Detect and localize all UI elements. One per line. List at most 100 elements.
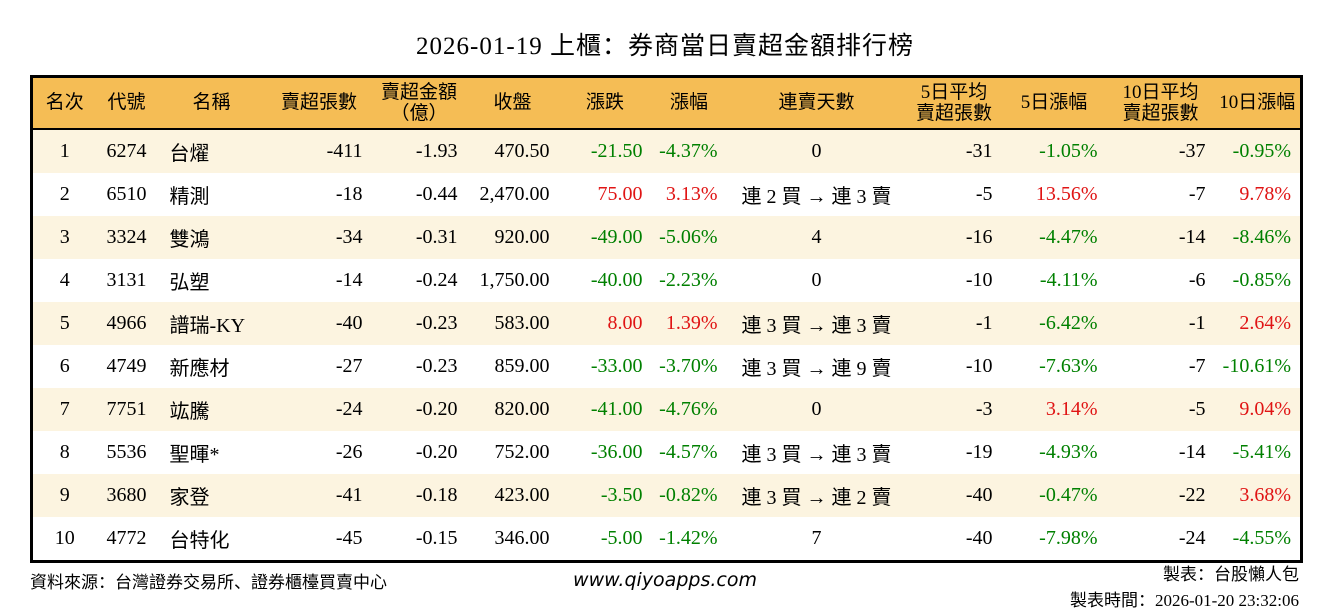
footer-maker: 製表：台股懶人包 bbox=[1163, 565, 1299, 584]
cell-net-sell-amount: -0.20 bbox=[371, 431, 467, 474]
header-net-sell-volume: 賣超張數 bbox=[266, 76, 372, 130]
cell-rank: 1 bbox=[31, 129, 97, 173]
cell-name: 新應材 bbox=[156, 345, 267, 388]
cell-10d-change-percent: -4.55% bbox=[1214, 517, 1302, 562]
cell-10d-change-percent: -0.95% bbox=[1214, 129, 1302, 173]
cell-net-sell-amount: -0.18 bbox=[371, 474, 467, 517]
cell-code: 7751 bbox=[96, 388, 157, 431]
cell-net-sell-volume: -411 bbox=[266, 129, 372, 173]
cell-close: 1,750.00 bbox=[466, 259, 559, 302]
cell-name: 家登 bbox=[156, 474, 267, 517]
cell-change: -49.00 bbox=[558, 216, 652, 259]
cell-code: 3680 bbox=[96, 474, 157, 517]
header-10d-avg-volume: 10日平均 賣超張數 bbox=[1106, 76, 1215, 130]
cell-net-sell-volume: -45 bbox=[266, 517, 372, 562]
cell-5d-avg-volume: -31 bbox=[906, 129, 1002, 173]
cell-code: 6274 bbox=[96, 129, 157, 173]
cell-change: -40.00 bbox=[558, 259, 652, 302]
header-5d-change-percent: 5日漲幅 bbox=[1001, 76, 1107, 130]
cell-5d-change-percent: -4.47% bbox=[1001, 216, 1107, 259]
cell-rank: 3 bbox=[31, 216, 97, 259]
cell-close: 859.00 bbox=[466, 345, 559, 388]
header-10d-change-percent: 10日漲幅 bbox=[1214, 76, 1302, 130]
cell-change-percent: -0.82% bbox=[651, 474, 727, 517]
table-row: 6 4749 新應材 -27 -0.23 859.00 -33.00 -3.70% 連 3 買 … bbox=[31, 345, 1302, 388]
cell-name: 竑騰 bbox=[156, 388, 267, 431]
cell-5d-avg-volume: -16 bbox=[906, 216, 1002, 259]
cell-code: 5536 bbox=[96, 431, 157, 474]
footer-website: www.qiyoapps.com bbox=[573, 569, 757, 591]
cell-5d-change-percent: -6.42% bbox=[1001, 302, 1107, 345]
cell-net-sell-amount: -0.23 bbox=[371, 345, 467, 388]
cell-change: -3.50 bbox=[558, 474, 652, 517]
cell-5d-avg-volume: -40 bbox=[906, 474, 1002, 517]
cell-net-sell-amount: -0.23 bbox=[371, 302, 467, 345]
cell-name: 雙鴻 bbox=[156, 216, 267, 259]
cell-net-sell-amount: -0.31 bbox=[371, 216, 467, 259]
cell-5d-avg-volume: -10 bbox=[906, 345, 1002, 388]
cell-5d-avg-volume: -10 bbox=[906, 259, 1002, 302]
cell-change-percent: -5.06% bbox=[651, 216, 727, 259]
cell-rank: 4 bbox=[31, 259, 97, 302]
cell-5d-change-percent: -0.47% bbox=[1001, 474, 1107, 517]
cell-5d-avg-volume: -1 bbox=[906, 302, 1002, 345]
cell-consecutive-days: 連 2 買 → 連 3 賣 bbox=[726, 173, 907, 216]
cell-10d-avg-volume: -7 bbox=[1106, 173, 1215, 216]
cell-net-sell-amount: -0.20 bbox=[371, 388, 467, 431]
cell-10d-change-percent: -10.61% bbox=[1214, 345, 1302, 388]
cell-10d-avg-volume: -24 bbox=[1106, 517, 1215, 562]
cell-10d-change-percent: 2.64% bbox=[1214, 302, 1302, 345]
cell-5d-avg-volume: -40 bbox=[906, 517, 1002, 562]
cell-net-sell-amount: -1.93 bbox=[371, 129, 467, 173]
table-row: 4 3131 弘塑 -14 -0.24 1,750.00 -40.00 -2.23% 0 -10-… bbox=[31, 259, 1302, 302]
cell-name: 聖暉* bbox=[156, 431, 267, 474]
cell-10d-change-percent: -8.46% bbox=[1214, 216, 1302, 259]
header-change-percent: 漲幅 bbox=[651, 76, 727, 130]
cell-10d-avg-volume: -14 bbox=[1106, 431, 1215, 474]
cell-10d-change-percent: -0.85% bbox=[1214, 259, 1302, 302]
table-row: 10 4772 台特化 -45 -0.15 346.00 -5.00 -1.42% 7 -40 -7… bbox=[31, 517, 1302, 562]
cell-rank: 7 bbox=[31, 388, 97, 431]
cell-10d-avg-volume: -14 bbox=[1106, 216, 1215, 259]
cell-name: 精測 bbox=[156, 173, 267, 216]
page-title: 2026-01-19 上櫃：券商當日賣超金額排行榜 bbox=[416, 33, 914, 60]
cell-name: 台特化 bbox=[156, 517, 267, 562]
table-body: 1 6274 台燿 -411 -1.93 470.50 -21.50 -4.37% 0 -31 -1… bbox=[31, 129, 1302, 562]
cell-close: 346.00 bbox=[466, 517, 559, 562]
cell-10d-avg-volume: -7 bbox=[1106, 345, 1215, 388]
cell-net-sell-volume: -26 bbox=[266, 431, 372, 474]
cell-consecutive-days: 7 bbox=[726, 517, 907, 562]
cell-name: 台燿 bbox=[156, 129, 267, 173]
cell-change-percent: -1.42% bbox=[651, 517, 727, 562]
cell-net-sell-amount: -0.15 bbox=[371, 517, 467, 562]
cell-rank: 9 bbox=[31, 474, 97, 517]
cell-5d-change-percent: -4.93% bbox=[1001, 431, 1107, 474]
header-code: 代號 bbox=[96, 76, 157, 130]
cell-change: 8.00 bbox=[558, 302, 652, 345]
cell-5d-change-percent: 3.14% bbox=[1001, 388, 1107, 431]
cell-change: -5.00 bbox=[558, 517, 652, 562]
cell-change: -36.00 bbox=[558, 431, 652, 474]
cell-consecutive-days: 連 3 買 → 連 3 賣 bbox=[726, 431, 907, 474]
cell-5d-change-percent: -4.11% bbox=[1001, 259, 1107, 302]
cell-5d-avg-volume: -3 bbox=[906, 388, 1002, 431]
header-consecutive-sell-days: 連賣天數 bbox=[726, 76, 907, 130]
cell-consecutive-days: 連 3 買 → 連 3 賣 bbox=[726, 302, 907, 345]
cell-change-percent: -3.70% bbox=[651, 345, 727, 388]
table-row: 3 3324 雙鴻 -34 -0.31 920.00 -49.00 -5.06% 4 -16 -4.… bbox=[31, 216, 1302, 259]
cell-close: 423.00 bbox=[466, 474, 559, 517]
cell-name: 譜瑞-KY bbox=[156, 302, 267, 345]
cell-consecutive-days: 0 bbox=[726, 259, 907, 302]
cell-10d-avg-volume: -6 bbox=[1106, 259, 1215, 302]
cell-net-sell-volume: -34 bbox=[266, 216, 372, 259]
cell-change-percent: -4.37% bbox=[651, 129, 727, 173]
cell-consecutive-days: 連 3 買 → 連 2 賣 bbox=[726, 474, 907, 517]
cell-rank: 2 bbox=[31, 173, 97, 216]
cell-5d-avg-volume: -19 bbox=[906, 431, 1002, 474]
cell-consecutive-days: 連 3 買 → 連 9 賣 bbox=[726, 345, 907, 388]
cell-consecutive-days: 0 bbox=[726, 129, 907, 173]
cell-rank: 5 bbox=[31, 302, 97, 345]
cell-5d-change-percent: -7.63% bbox=[1001, 345, 1107, 388]
cell-net-sell-volume: -41 bbox=[266, 474, 372, 517]
cell-5d-change-percent: 13.56% bbox=[1001, 173, 1107, 216]
